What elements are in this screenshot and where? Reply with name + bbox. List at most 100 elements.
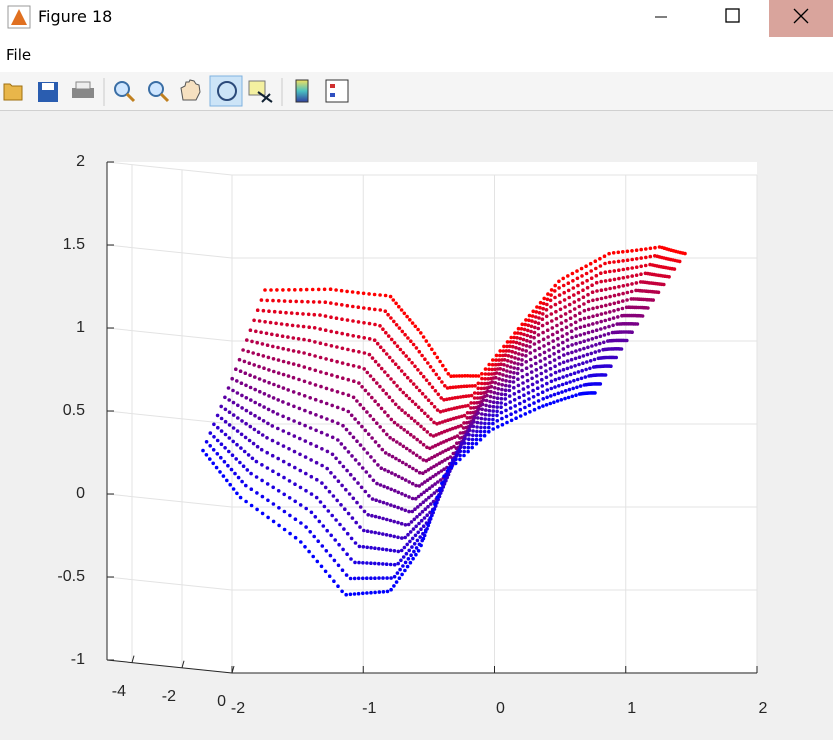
scatter-point (244, 483, 248, 488)
scatter-point (245, 468, 250, 472)
scatter-point (304, 488, 308, 493)
scatter-point (410, 545, 414, 549)
scatter-point (401, 444, 406, 449)
scatter-point (420, 353, 424, 358)
maximize-button[interactable] (725, 8, 740, 23)
scatter-point (330, 452, 335, 457)
scatter-point (431, 368, 436, 373)
scatter-point (540, 384, 545, 388)
scatter-point (501, 368, 506, 372)
scatter-point (375, 421, 379, 426)
z-tick-label: 2 (76, 153, 85, 170)
scatter-point (599, 327, 603, 331)
scatter-point (381, 428, 386, 433)
scatter-point (211, 461, 215, 466)
scatter-point (389, 487, 394, 492)
scatter-point (625, 338, 629, 343)
colorbar-button[interactable] (295, 79, 309, 103)
scatter-point (271, 396, 276, 400)
scatter-point (475, 429, 479, 434)
scatter-point (590, 344, 594, 348)
scatter-point (286, 335, 290, 339)
scatter-point (412, 517, 417, 522)
scatter-point (595, 289, 599, 293)
pan-button[interactable] (180, 79, 201, 101)
scatter-point (325, 528, 330, 533)
scatter-point (319, 564, 324, 569)
rotate-button[interactable] (209, 75, 243, 107)
scatter-point (235, 429, 240, 433)
scatter-point (569, 323, 573, 327)
scatter-point (500, 383, 505, 387)
scatter-point (346, 347, 350, 352)
scatter-point (341, 547, 345, 552)
scatter-point (379, 466, 384, 471)
scatter-point (346, 362, 350, 367)
scatter-point (368, 414, 373, 418)
scatter-point (243, 371, 248, 376)
zoom-out-button[interactable] (148, 81, 164, 97)
scatter-point (302, 337, 306, 342)
scatter-point (392, 584, 396, 588)
scatter-point (594, 266, 598, 271)
scatter-point (557, 369, 562, 373)
scatter-point (293, 535, 298, 540)
scatter-point (319, 415, 324, 419)
scatter-point (316, 287, 321, 292)
scatter-point (265, 450, 270, 455)
scatter-point (446, 466, 451, 471)
scatter-point (249, 398, 253, 402)
scatter-point (419, 543, 423, 548)
scatter-point (562, 298, 567, 302)
scatter-point (517, 347, 521, 351)
scatter-point (518, 401, 522, 406)
scatter-point (270, 424, 275, 428)
scatter-point (521, 343, 525, 347)
scatter-point (255, 491, 259, 495)
scatter-point (577, 362, 581, 367)
scatter-point (505, 369, 509, 373)
scatter-point (360, 385, 364, 389)
menu-item[interactable]: File (6, 46, 32, 64)
scatter-point (435, 453, 440, 457)
scatter-point (411, 466, 415, 471)
scatter-point (561, 347, 566, 351)
scatter-point (219, 416, 224, 421)
scatter-point (492, 390, 497, 395)
scatter-point (356, 421, 361, 425)
scatter-point (495, 413, 499, 418)
scatter-point (334, 330, 339, 335)
scatter-point (419, 492, 424, 497)
scatter-point (366, 513, 371, 517)
scatter-point (557, 376, 561, 381)
scatter-point (440, 459, 444, 464)
scatter-point (425, 513, 430, 517)
data-cursor-button[interactable] (248, 80, 266, 96)
print-button[interactable] (72, 88, 94, 98)
scatter-point (540, 323, 545, 328)
scatter-point (520, 348, 525, 352)
open-button[interactable] (3, 83, 23, 101)
scatter-point (462, 384, 466, 389)
scatter-point (476, 374, 481, 378)
scatter-point (241, 464, 246, 469)
scatter-point (326, 509, 331, 513)
scatter-point (351, 496, 356, 501)
zoom-in-button[interactable] (114, 81, 130, 97)
scatter-point (409, 416, 414, 421)
legend-button[interactable] (325, 79, 349, 103)
scatter-point (336, 438, 340, 442)
scatter-point (555, 330, 560, 335)
scatter-point (355, 399, 359, 403)
scatter-point (472, 415, 477, 420)
close-button[interactable] (769, 0, 833, 37)
scatter-point (384, 533, 389, 537)
print-icon-paper (75, 81, 91, 90)
scatter-point (577, 355, 582, 360)
scatter-point (429, 401, 434, 406)
scatter-point (460, 404, 465, 409)
scatter-point (403, 568, 407, 573)
scatter-point (265, 298, 270, 303)
scatter-point (349, 413, 354, 418)
scatter-point (606, 332, 611, 336)
